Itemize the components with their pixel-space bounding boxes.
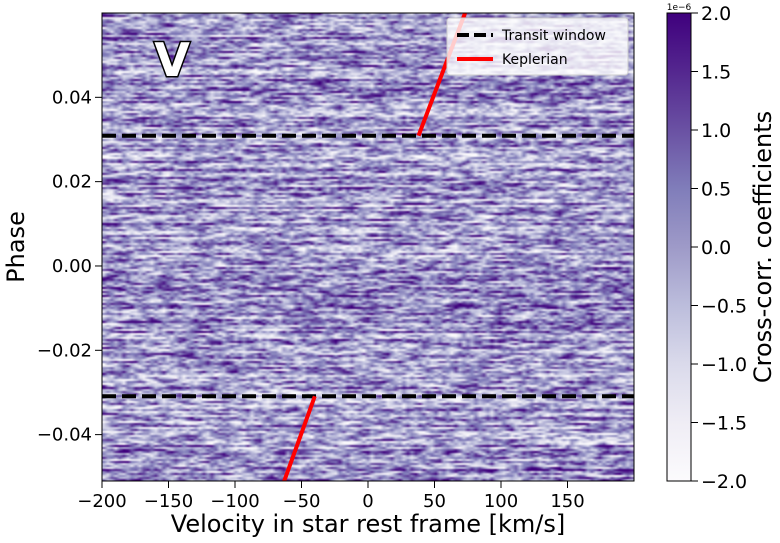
colorbar-tick-label: −1.0	[701, 354, 747, 376]
colorbar-tick-label: 0.5	[701, 179, 731, 201]
x-tick-label: 50	[423, 491, 446, 512]
x-tick-label: −50	[283, 491, 321, 512]
colorbar-tick-label: 2.0	[701, 3, 731, 25]
y-tick-label: 0.04	[52, 87, 92, 108]
colorbar-tick-label: −2.0	[701, 471, 747, 493]
colorbar	[666, 12, 692, 482]
y-tick-label: −0.02	[37, 340, 92, 361]
colorbar-scale-label: 1e−6	[667, 3, 692, 13]
x-tick-label: −200	[77, 491, 126, 512]
y-tick-label: 0.02	[52, 172, 92, 193]
colorbar-tick-label: 0.0	[701, 237, 731, 259]
legend-transit-label: Transit window	[501, 28, 606, 44]
y-axis: −0.04 −0.02 0.00 0.02 0.04	[37, 87, 102, 446]
y-tick-label: −0.04	[37, 425, 92, 446]
x-tick-label: 0	[362, 491, 373, 512]
colorbar-tick-label: 1.0	[701, 120, 731, 142]
colorbar-axis: −2.0 −1.5 −1.0 −0.5 0.0 0.5 1.0 1.5 2.0	[691, 3, 747, 493]
heatmap-image	[102, 13, 634, 481]
x-tick-label: −150	[144, 491, 193, 512]
colorbar-label: Cross-corr. coefficients	[749, 111, 777, 383]
x-tick-label: −100	[210, 491, 259, 512]
colorbar-tick-label: 1.5	[701, 62, 731, 84]
colorbar-tick-label: −0.5	[701, 296, 747, 318]
colorbar-tick-label: −1.5	[701, 413, 747, 435]
legend-keplerian-label: Keplerian	[502, 52, 568, 68]
heatmap	[102, 13, 634, 481]
x-axis: −200 −150 −100 −50 0 50 100 150	[77, 481, 585, 512]
keplerian-line-lower	[282, 395, 317, 481]
transit-window-lines	[102, 133, 634, 399]
x-tick-label: 150	[550, 491, 584, 512]
x-axis-label: Velocity in star rest frame [km/s]	[171, 510, 565, 538]
y-tick-label: 0.00	[52, 256, 92, 277]
y-axis-label: Phase	[2, 211, 30, 283]
panel-label: V	[154, 33, 190, 87]
legend: Transit window Keplerian	[446, 17, 629, 76]
x-tick-label: 100	[484, 491, 518, 512]
